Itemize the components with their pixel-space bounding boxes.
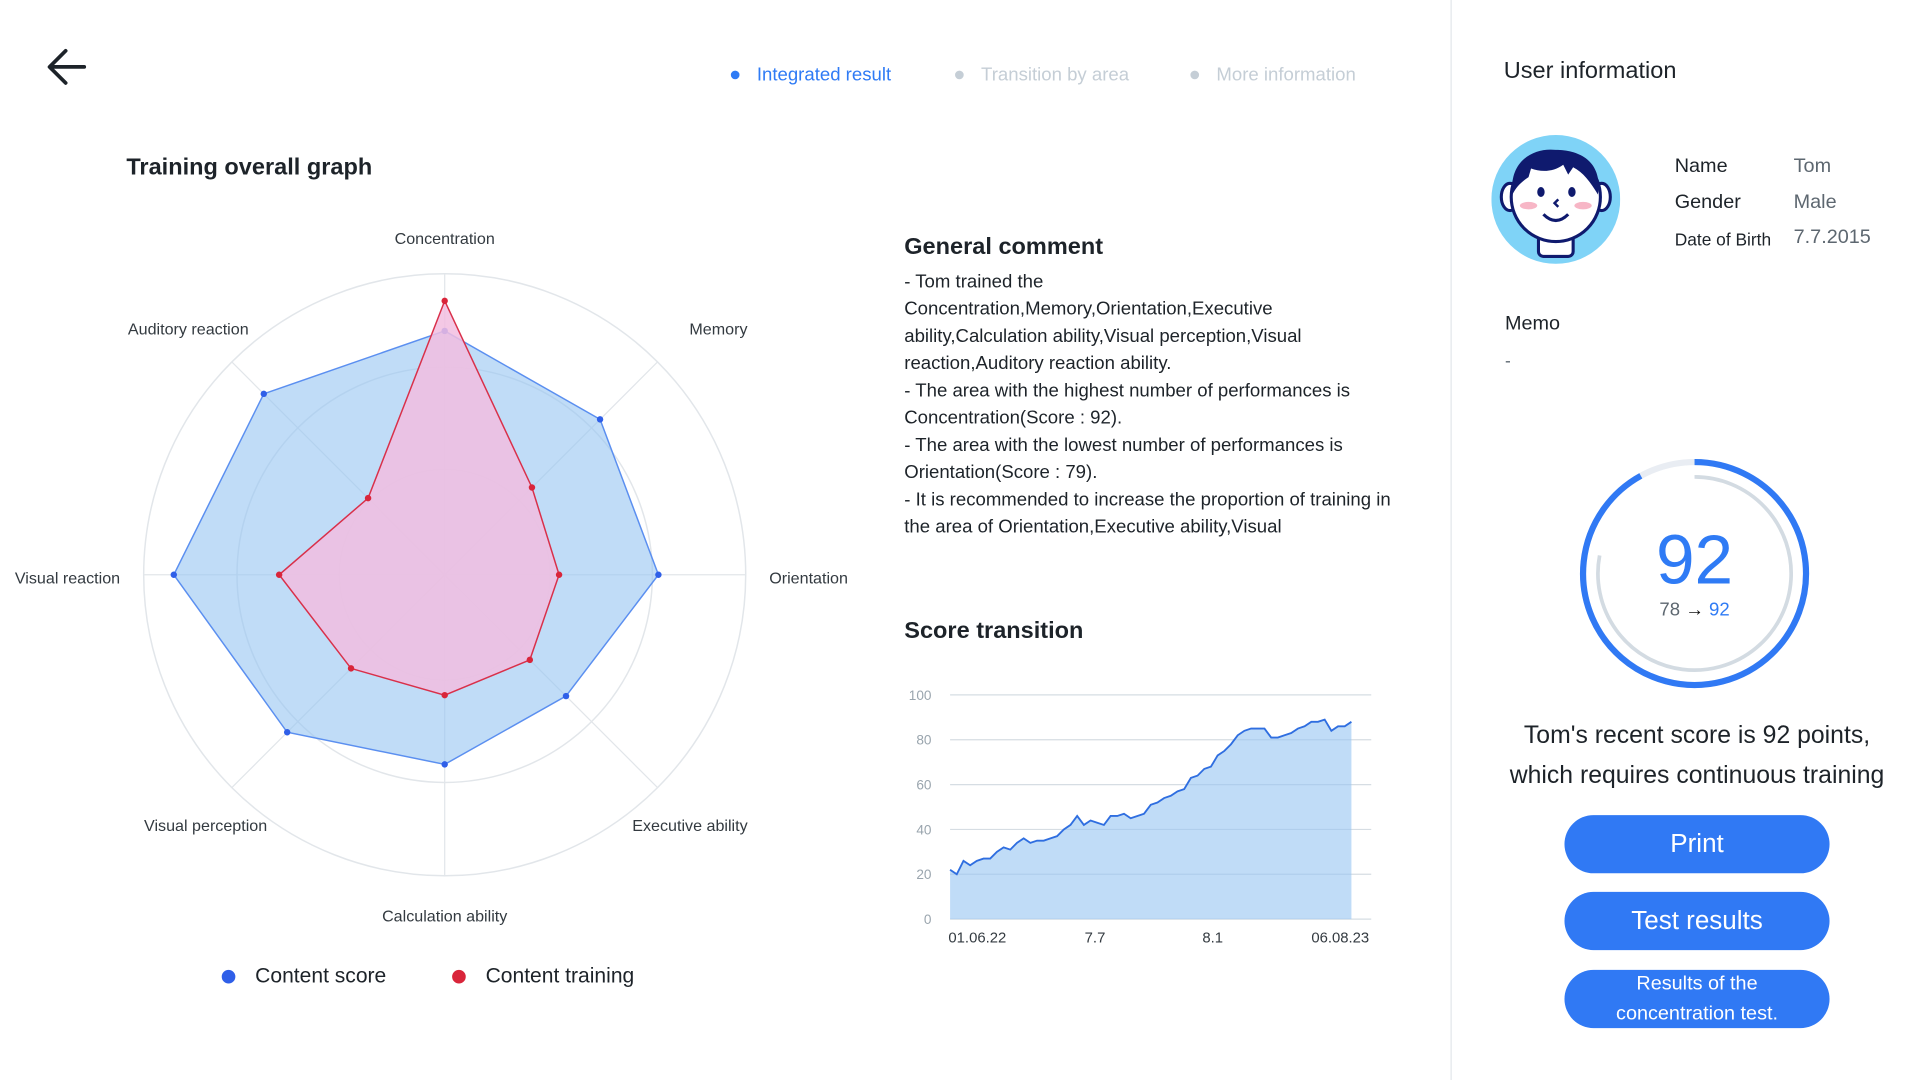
radar-point (364, 494, 372, 502)
x-tick-label: 01.06.22 (948, 931, 1006, 947)
y-tick-label: 100 (909, 688, 932, 703)
print-button[interactable]: Print (1564, 815, 1830, 874)
dob-label: Date of Birth (1674, 229, 1772, 249)
legend-dot-icon (452, 969, 466, 983)
general-comment: - Tom trained the Concentration,Memory,O… (904, 269, 1399, 542)
legend-label: Content training (485, 963, 635, 988)
tab-dot-icon (1190, 70, 1200, 80)
avatar (1491, 135, 1621, 270)
message-line: Tom's recent score is 92 points, (1523, 722, 1871, 750)
radar-point (275, 571, 283, 578)
x-tick-label: 7.7 (1085, 931, 1106, 947)
x-tick-label: 8.1 (1202, 931, 1223, 947)
score-line (949, 718, 1352, 876)
radar-point (260, 390, 267, 398)
comment-line: - The area with the lowest number of per… (904, 434, 1343, 484)
radar-point (655, 571, 662, 578)
tab-more-information[interactable]: More information (1190, 64, 1356, 86)
ring-progress-current (1579, 458, 1810, 689)
radar-point (441, 691, 448, 699)
legend-content-training: Content training (452, 964, 634, 989)
tab-dot-icon (730, 70, 740, 80)
tab-transition-by-area[interactable]: Transition by area (955, 64, 1129, 85)
radar-axis-label: Visual perception (144, 817, 267, 835)
comment-line: - It is recommended to increase the prop… (904, 489, 1391, 538)
tab-label: Transition by area (981, 64, 1130, 86)
radar-chart: Concentration Memory Orientation Executive … (15, 230, 848, 926)
message-line: which requires continuous training (1509, 761, 1885, 790)
radar-point (596, 416, 604, 423)
score-value: 92 (1655, 520, 1734, 599)
previous-score: 78 (1659, 599, 1681, 621)
radar-point (170, 571, 178, 578)
radar-point (528, 484, 536, 491)
y-tick-label: 80 (916, 733, 932, 748)
tab-integrated-result[interactable]: Integrated result (730, 64, 892, 86)
current-score: 92 (1708, 599, 1730, 621)
radar-title: Training overall graph (126, 154, 373, 181)
radar-point (526, 656, 534, 664)
dob-value: 7.7.2015 (1793, 226, 1871, 248)
memo-label: Memo (1505, 313, 1561, 335)
legend-dot-icon (221, 969, 236, 983)
arrow-right-icon: → (1685, 599, 1704, 621)
radar-axis-label: Calculation ability (382, 908, 508, 926)
comment-line: - The area with the highest number of pe… (904, 380, 1351, 429)
radar-axis-label: Concentration (395, 230, 495, 248)
radar-axis-label: Visual reaction (15, 569, 120, 587)
comment-line: - Tom trained the Concentration,Memory,O… (904, 271, 1302, 375)
radar-axis-label: Orientation (769, 569, 848, 587)
score-message: Tom's recent score is 92 points, which r… (1474, 716, 1920, 795)
radar-point (283, 729, 291, 736)
arrow-left-icon (47, 48, 87, 85)
x-tick-label: 06.08.23 (1311, 931, 1369, 947)
score-ring (1579, 458, 1810, 689)
legend-content-score: Content score (221, 963, 387, 989)
radar-axis-label: Memory (689, 320, 748, 338)
name-label: Name (1674, 156, 1728, 178)
user-info-title: User information (1503, 58, 1677, 85)
score-change: 78 → 92 (1573, 600, 1816, 621)
tab-label: More information (1216, 64, 1356, 86)
radar-point (441, 297, 448, 305)
area-fill (950, 719, 1352, 920)
test-results-button[interactable]: Test results (1564, 891, 1830, 951)
concentration-results-button[interactable]: Results of the concentration test. (1564, 969, 1830, 1029)
radar-point (562, 692, 570, 700)
tab-dot-icon (955, 70, 964, 80)
panel-divider (1450, 0, 1452, 1080)
y-tick-label: 20 (916, 867, 932, 882)
gender-label: Gender (1674, 191, 1741, 214)
radar-axis-label: Executive ability (632, 817, 748, 835)
tab-label: Integrated result (756, 64, 892, 86)
back-button[interactable] (45, 47, 90, 93)
y-tick-label: 60 (916, 778, 932, 793)
ring-progress-previous (1596, 475, 1793, 672)
y-tick-label: 0 (924, 912, 932, 927)
boy-avatar-icon (1491, 135, 1621, 264)
name-value: Tom (1793, 156, 1832, 178)
y-tick-label: 40 (916, 822, 932, 837)
gender-value: Male (1793, 191, 1837, 214)
radar-point (441, 761, 448, 768)
radar-point (555, 571, 563, 578)
score-transition-chart: 0 20 40 60 80 100 01.06.22 7.7 8.1 06.08.23 (909, 688, 1372, 947)
memo-value: - (1505, 350, 1511, 371)
radar-axis-label: Auditory reaction (128, 320, 249, 338)
legend-label: Content score (255, 963, 387, 988)
score-transition-title: Score transition (904, 618, 1084, 645)
radar-point (347, 665, 355, 672)
comment-title: General comment (904, 234, 1104, 261)
